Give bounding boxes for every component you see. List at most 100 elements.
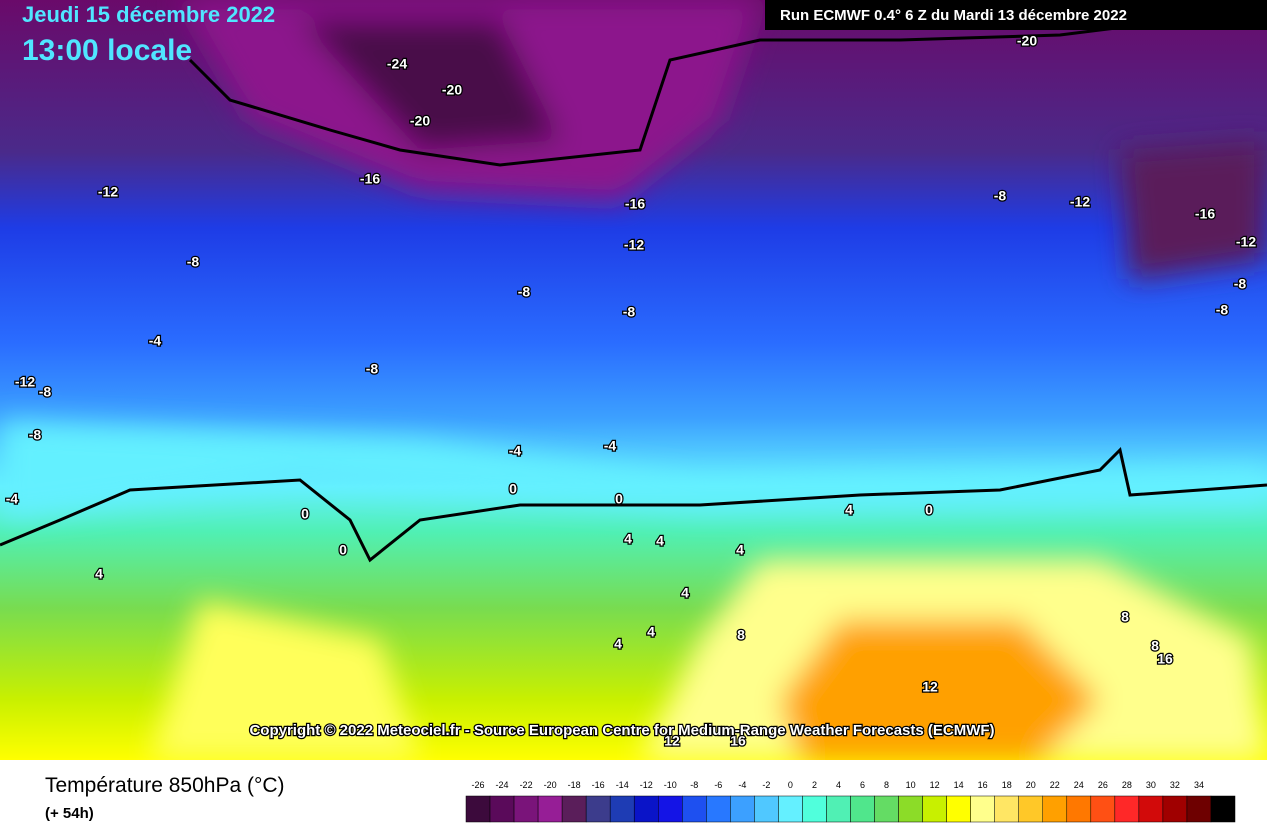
legend-swatch xyxy=(826,795,851,823)
legend-label: 26 xyxy=(1098,780,1108,790)
legend-label: -18 xyxy=(568,780,581,790)
contour-labels: -20-24-20-20-16-12-16 -8 -12-16-12-8-12-8-… xyxy=(5,31,1258,750)
legend-label: -20 xyxy=(544,780,557,790)
legend-label: 6 xyxy=(860,780,865,790)
legend-label: -24 xyxy=(496,780,509,790)
legend-label: -6 xyxy=(714,780,722,790)
legend-swatch xyxy=(537,795,563,823)
legend-label: -14 xyxy=(616,780,629,790)
legend-swatch xyxy=(465,795,491,823)
time: 13:00 locale xyxy=(22,34,192,67)
contour-label: 0 xyxy=(339,542,347,558)
contour-label: 4 xyxy=(656,533,664,549)
legend-label: 10 xyxy=(906,780,916,790)
contour-label: -16 xyxy=(625,196,645,212)
contour-label: -12 xyxy=(15,374,35,390)
legend-swatch xyxy=(970,795,995,823)
contour-label: 8 xyxy=(1151,638,1159,654)
legend-label: -26 xyxy=(472,780,485,790)
legend-label: -12 xyxy=(640,780,653,790)
run-info: Run ECMWF 0.4° 6 Z du Mardi 13 décembre … xyxy=(780,7,1127,24)
contour-label: 12 xyxy=(664,733,680,749)
legend-swatch xyxy=(850,795,875,823)
contour-label: 12 xyxy=(922,679,938,695)
contour-label: -24 xyxy=(387,56,407,72)
legend-swatch xyxy=(1042,795,1068,823)
legend-swatch xyxy=(874,795,899,823)
legend-swatch xyxy=(946,795,971,823)
legend-label: 28 xyxy=(1122,780,1132,790)
contour-label: -4 xyxy=(6,491,19,507)
legend-label: 14 xyxy=(954,780,964,790)
contour-label: -4 xyxy=(149,333,162,349)
legend-label: 4 xyxy=(836,780,841,790)
legend-swatch xyxy=(1114,795,1140,823)
contour-label: 0 xyxy=(615,491,623,507)
contour-label: -12 xyxy=(1236,234,1256,250)
minus20-isotherm xyxy=(188,18,1181,167)
contour-label: -12 xyxy=(98,184,118,200)
contour-label: 4 xyxy=(95,566,103,582)
legend-label: 2 xyxy=(812,780,817,790)
legend-swatch xyxy=(561,795,587,823)
contour-label: -16 xyxy=(1195,206,1215,222)
contour-label: 4 xyxy=(647,624,655,640)
contour-label: -4 xyxy=(604,438,617,454)
legend-swatch xyxy=(585,795,611,823)
legend-label: -22 xyxy=(520,780,533,790)
contour-label: -8 xyxy=(623,304,636,320)
legend-swatch xyxy=(633,795,659,823)
zero-isotherm xyxy=(0,447,1267,563)
legend-label: 0 xyxy=(788,780,793,790)
contour-label: 4 xyxy=(614,636,622,652)
legend-swatch xyxy=(489,795,515,823)
contour-label: -8 xyxy=(29,427,42,443)
legend-label: 30 xyxy=(1146,780,1156,790)
legend-swatch xyxy=(513,795,539,823)
legend-swatch xyxy=(682,795,707,823)
legend-swatch xyxy=(1186,795,1212,823)
contour-label: -8 xyxy=(1234,276,1247,292)
legend-label: 34 xyxy=(1194,780,1204,790)
footer-subtitle: (+ 54h) xyxy=(45,805,94,822)
legend-label: 8 xyxy=(884,780,889,790)
contour-label: 16 xyxy=(730,733,746,749)
legend-label: 22 xyxy=(1050,780,1060,790)
contour-label: 4 xyxy=(845,502,853,518)
contour-label: -8 xyxy=(39,384,52,400)
contour-label: -8 xyxy=(994,188,1007,204)
contour-label: 4 xyxy=(624,531,632,547)
contour-label: -16 xyxy=(360,171,380,187)
contour-label: 8 xyxy=(1121,609,1129,625)
legend-label: -10 xyxy=(664,780,677,790)
contour-label: 8 xyxy=(737,627,745,643)
contour-label: -20 xyxy=(1017,33,1037,49)
legend-label: -4 xyxy=(738,780,746,790)
legend-swatch xyxy=(922,795,947,823)
legend-swatch xyxy=(778,795,803,823)
contour-label: -12 xyxy=(624,237,644,253)
contour-label: -8 xyxy=(1216,302,1229,318)
run-box xyxy=(765,0,1267,30)
legend-swatch xyxy=(1066,795,1092,823)
legend-label: 16 xyxy=(978,780,988,790)
contour-label: 0 xyxy=(925,502,933,518)
contour-label: -20 xyxy=(442,82,462,98)
legend-label: -8 xyxy=(690,780,698,790)
legend-swatch xyxy=(1138,795,1164,823)
legend-label: 24 xyxy=(1074,780,1084,790)
legend-swatch xyxy=(706,795,731,823)
contour-label: 0 xyxy=(301,506,309,522)
contour-label: 0 xyxy=(509,481,517,497)
contour-label: -12 xyxy=(1070,194,1090,210)
legend-swatch xyxy=(754,795,779,823)
legend: -26 -24 -22 -20 -18 -16 -14 -12 -10 -8 -6 -4 -2 0 2 4 6 8… xyxy=(465,780,1236,823)
contour-label: 4 xyxy=(681,585,689,601)
legend-label: 20 xyxy=(1026,780,1036,790)
contour-label: -8 xyxy=(366,361,379,377)
legend-swatch xyxy=(1018,795,1043,823)
contour-label: 4 xyxy=(736,542,744,558)
legend-swatch xyxy=(609,795,635,823)
legend-label: 12 xyxy=(930,780,940,790)
